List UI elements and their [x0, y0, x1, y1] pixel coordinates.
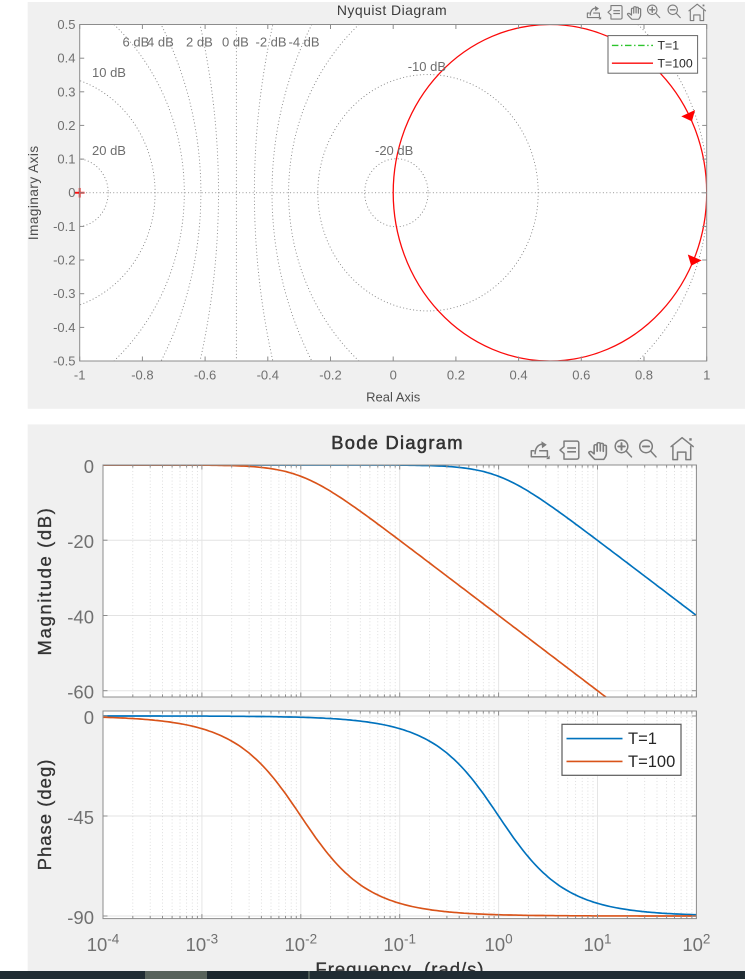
svg-text:0: 0	[68, 185, 75, 200]
svg-text:-4 dB: -4 dB	[289, 35, 320, 50]
svg-text:4 dB: 4 dB	[147, 35, 174, 50]
svg-text:Imaginary Axis: Imaginary Axis	[26, 145, 41, 240]
svg-text:10-4: 10-4	[87, 932, 120, 956]
svg-text:0.6: 0.6	[572, 368, 590, 383]
svg-text:0.1: 0.1	[57, 152, 75, 167]
svg-text:-45: -45	[67, 807, 94, 828]
svg-text:T=100: T=100	[628, 753, 675, 771]
svg-text:-0.5: -0.5	[53, 354, 75, 369]
svg-text:20 dB: 20 dB	[92, 143, 126, 158]
svg-text:0.5: 0.5	[57, 17, 75, 32]
svg-text:-10 dB: -10 dB	[408, 59, 446, 74]
svg-text:0: 0	[84, 707, 94, 728]
svg-text:-2 dB: -2 dB	[256, 35, 287, 50]
svg-text:T=100: T=100	[658, 57, 693, 71]
svg-text:-0.1: -0.1	[53, 219, 75, 234]
svg-text:102: 102	[682, 932, 710, 956]
svg-text:10-3: 10-3	[186, 932, 219, 956]
svg-text:2 dB: 2 dB	[186, 35, 213, 50]
svg-text:0.4: 0.4	[510, 368, 528, 383]
svg-text:0.2: 0.2	[57, 118, 75, 133]
svg-text:0.8: 0.8	[635, 368, 653, 383]
svg-text:-1: -1	[74, 368, 86, 383]
svg-text:1: 1	[703, 368, 710, 383]
svg-text:Nyquist Diagram: Nyquist Diagram	[337, 2, 447, 18]
svg-text:-0.6: -0.6	[194, 368, 216, 383]
svg-text:100: 100	[485, 932, 513, 956]
svg-text:-60: -60	[67, 682, 94, 703]
svg-text:-20: -20	[67, 531, 94, 552]
svg-text:0: 0	[84, 456, 94, 477]
svg-text:-20 dB: -20 dB	[375, 143, 413, 158]
svg-text:T=1: T=1	[628, 730, 657, 748]
svg-text:0 dB: 0 dB	[222, 35, 249, 50]
svg-text:Real Axis: Real Axis	[366, 390, 421, 405]
svg-text:-0.2: -0.2	[53, 253, 75, 268]
svg-text:Phase (deg): Phase (deg)	[34, 759, 55, 871]
svg-text:Magnitude (dB): Magnitude (dB)	[34, 507, 55, 656]
svg-text:0: 0	[390, 368, 397, 383]
svg-text:Bode Diagram: Bode Diagram	[331, 432, 463, 453]
svg-text:10-2: 10-2	[285, 932, 318, 956]
svg-text:-90: -90	[67, 907, 94, 928]
svg-text:101: 101	[583, 932, 611, 956]
svg-text:-0.4: -0.4	[257, 368, 279, 383]
svg-text:6 dB: 6 dB	[123, 35, 150, 50]
svg-text:-0.4: -0.4	[53, 320, 75, 335]
svg-text:10-1: 10-1	[383, 932, 416, 956]
svg-text:T=1: T=1	[658, 39, 680, 53]
svg-text:-40: -40	[67, 607, 94, 628]
svg-text:10 dB: 10 dB	[92, 65, 126, 80]
svg-text:0.3: 0.3	[57, 84, 75, 99]
svg-text:0.2: 0.2	[447, 368, 465, 383]
svg-text:-0.2: -0.2	[319, 368, 341, 383]
svg-text:0.4: 0.4	[57, 51, 75, 66]
svg-text:-0.3: -0.3	[53, 286, 75, 301]
svg-text:-0.8: -0.8	[131, 368, 153, 383]
